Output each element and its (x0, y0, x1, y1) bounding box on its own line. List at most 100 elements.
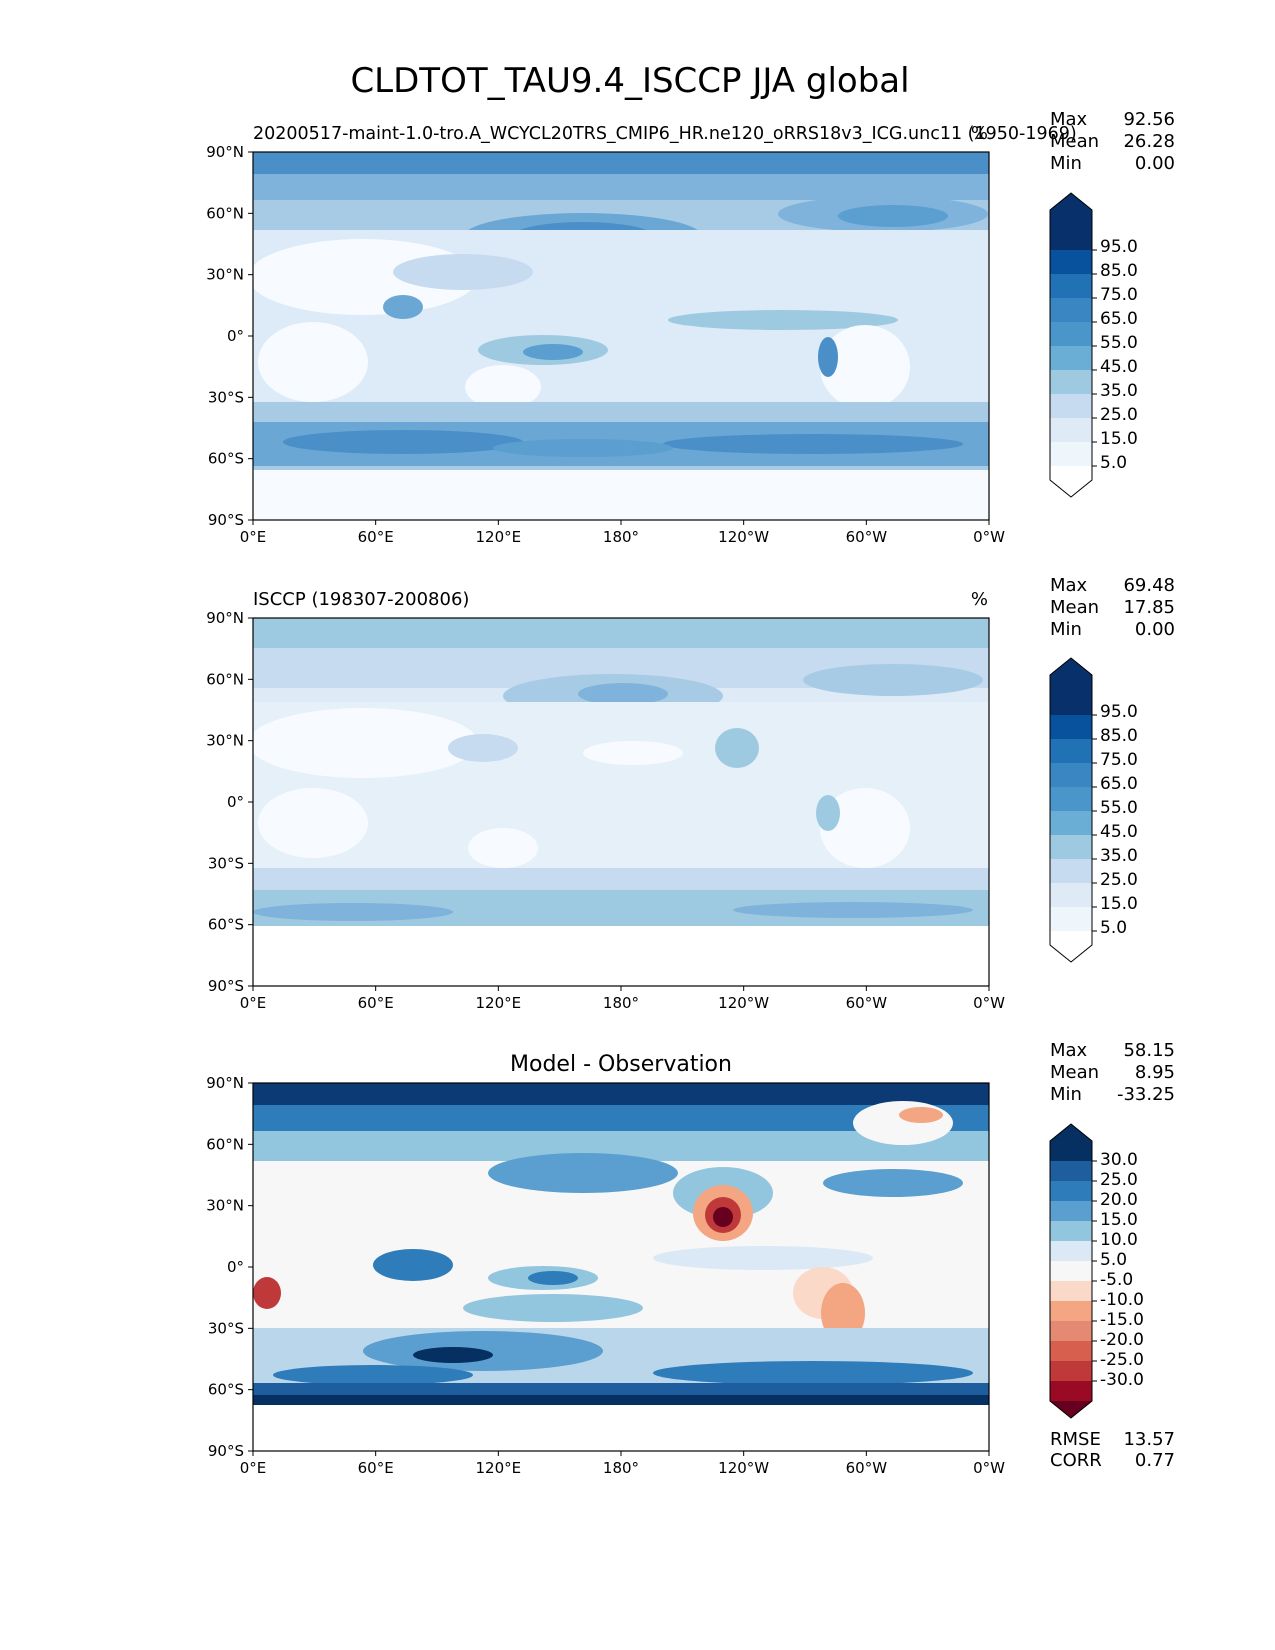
colorbar-tick-label: 65.0 (1100, 774, 1138, 794)
lat-tick-label: 30°N (206, 732, 244, 750)
lat-tick-label: 60°N (206, 204, 244, 222)
stat-label: Mean (1050, 131, 1099, 152)
colorbar-tick-label: 15.0 (1100, 894, 1138, 914)
lat-tick-label: 0° (227, 1258, 244, 1276)
corr-value: 0.77 (1135, 1450, 1175, 1471)
colorbar-tick-label: 15.0 (1100, 429, 1138, 449)
colorbar-tick-label: 30.0 (1100, 1150, 1138, 1170)
lat-tick-label: 90°N (206, 609, 244, 627)
lon-tick-label: 120°E (476, 994, 522, 1012)
colorbar-tick-label: 15.0 (1100, 1210, 1138, 1230)
colorbar-tick-label: 45.0 (1100, 357, 1138, 377)
corr-label: CORR (1050, 1450, 1102, 1471)
lat-tick-label: 60°S (208, 916, 244, 934)
stat-label: Min (1050, 1084, 1082, 1105)
lon-tick-label: 60°W (846, 528, 888, 546)
stat-label: Max (1050, 575, 1088, 596)
panel-1-units: % (971, 123, 988, 144)
lat-tick-label: 90°S (208, 1442, 244, 1460)
lon-tick-label: 0°W (973, 994, 1005, 1012)
lon-tick-label: 180° (603, 1459, 639, 1477)
lon-tick-label: 60°W (846, 1459, 888, 1477)
lat-tick-label: 30°S (208, 1319, 244, 1337)
lon-tick-label: 60°W (846, 994, 888, 1012)
colorbar-tick-label: 75.0 (1100, 285, 1138, 305)
map-model (253, 152, 989, 520)
stat-value: -33.25 (1117, 1084, 1175, 1105)
axes-3: 90°N 60°N 30°N 0° 30°S 60°S 90°S0°E 60°E 120°E 18… (206, 1040, 1175, 1477)
colorbar-tick-label: 5.0 (1100, 918, 1127, 938)
stat-value: 0.00 (1135, 153, 1175, 174)
colorbar-tick-label: -5.0 (1100, 1270, 1133, 1290)
lon-tick-label: 0°W (973, 528, 1005, 546)
stat-label: Max (1050, 1040, 1088, 1061)
panel-model: 20200517-maint-1.0-tro.A_WCYCL20TRS_CMIP… (253, 123, 1093, 520)
stat-value: 92.56 (1123, 109, 1175, 130)
colorbar-tick-label: -15.0 (1100, 1310, 1144, 1330)
panel-1-left-title: 20200517-maint-1.0-tro.A_WCYCL20TRS_CMIP… (253, 124, 1077, 144)
colorbar-tick-label: 25.0 (1100, 1170, 1138, 1190)
stat-label: Mean (1050, 597, 1099, 618)
colorbar-tick-label: 35.0 (1100, 846, 1138, 866)
stat-value: 0.00 (1135, 619, 1175, 640)
colorbar-tick-label: 85.0 (1100, 261, 1138, 281)
colorbar-tick-label: 55.0 (1100, 333, 1138, 353)
map-observation (253, 618, 989, 986)
lon-tick-label: 180° (603, 528, 639, 546)
colorbar-tick-label: 45.0 (1100, 822, 1138, 842)
axes-1: 90°N 60°N 30°N 0° 30°S 60°S 90°S0°E 60°E 120°E 18… (206, 109, 1175, 546)
panel-2-units: % (971, 589, 988, 610)
lon-tick-label: 0°W (973, 1459, 1005, 1477)
lon-tick-label: 120°W (718, 1459, 769, 1477)
lat-tick-label: 90°S (208, 511, 244, 529)
lat-tick-label: 30°S (208, 388, 244, 406)
lat-tick-label: 60°N (206, 670, 244, 688)
lon-tick-label: 60°E (358, 1459, 394, 1477)
lon-tick-label: 0°E (240, 528, 267, 546)
colorbar-model (1049, 192, 1093, 498)
lat-tick-label: 90°N (206, 1074, 244, 1092)
colorbar-tick-label: -10.0 (1100, 1290, 1144, 1310)
lat-tick-label: 60°S (208, 450, 244, 468)
colorbar-tick-label: 5.0 (1100, 1250, 1127, 1270)
lon-tick-label: 60°E (358, 994, 394, 1012)
colorbar-difference (1049, 1123, 1093, 1419)
lon-tick-label: 120°E (476, 528, 522, 546)
figure-title: CLDTOT_TAU9.4_ISCCP JJA global (350, 61, 909, 101)
generated-axes: 90°N60°N30°N0°30°S60°S90°S0°E 60°E 120°E 18… (206, 109, 1175, 1477)
colorbar-tick-label: -30.0 (1100, 1370, 1144, 1390)
panel-3-center-title: Model - Observation (510, 1052, 732, 1077)
stat-label: Min (1050, 153, 1082, 174)
lat-tick-label: 0° (227, 327, 244, 345)
stat-value: 8.95 (1135, 1062, 1175, 1083)
stat-value: 58.15 (1123, 1040, 1175, 1061)
colorbar-tick-label: 25.0 (1100, 405, 1138, 425)
stat-label: Min (1050, 619, 1082, 640)
lon-tick-label: 120°W (718, 994, 769, 1012)
colorbar-tick-label: 25.0 (1100, 870, 1138, 890)
panel-2-left-title: ISCCP (198307-200806) (253, 589, 469, 610)
rmse-value: 13.57 (1123, 1429, 1175, 1450)
colorbar-tick-label: -25.0 (1100, 1350, 1144, 1370)
colorbar-tick-label: 65.0 (1100, 309, 1138, 329)
colorbar-tick-label: 10.0 (1100, 1230, 1138, 1250)
lat-tick-label: 30°N (206, 266, 244, 284)
colorbar-tick-label: -20.0 (1100, 1330, 1144, 1350)
stat-label: Mean (1050, 1062, 1099, 1083)
lat-tick-label: 60°N (206, 1135, 244, 1153)
lat-tick-label: 30°N (206, 1197, 244, 1215)
colorbar-tick-label: 55.0 (1100, 798, 1138, 818)
lon-tick-label: 0°E (240, 1459, 267, 1477)
rmse-label: RMSE (1050, 1429, 1101, 1450)
stat-value: 69.48 (1123, 575, 1175, 596)
lon-tick-label: 0°E (240, 994, 267, 1012)
stat-value: 17.85 (1123, 597, 1175, 618)
colorbar-tick-label: 95.0 (1100, 702, 1138, 722)
lat-tick-label: 0° (227, 793, 244, 811)
panel-difference: Model - Observation (253, 1052, 1175, 1471)
lat-tick-label: 90°N (206, 143, 244, 161)
lat-tick-label: 60°S (208, 1381, 244, 1399)
lon-tick-label: 120°W (718, 528, 769, 546)
axes-2: 90°N 60°N 30°N 0° 30°S 60°S 90°S0°E 60°E 120°E 18… (206, 575, 1175, 1012)
